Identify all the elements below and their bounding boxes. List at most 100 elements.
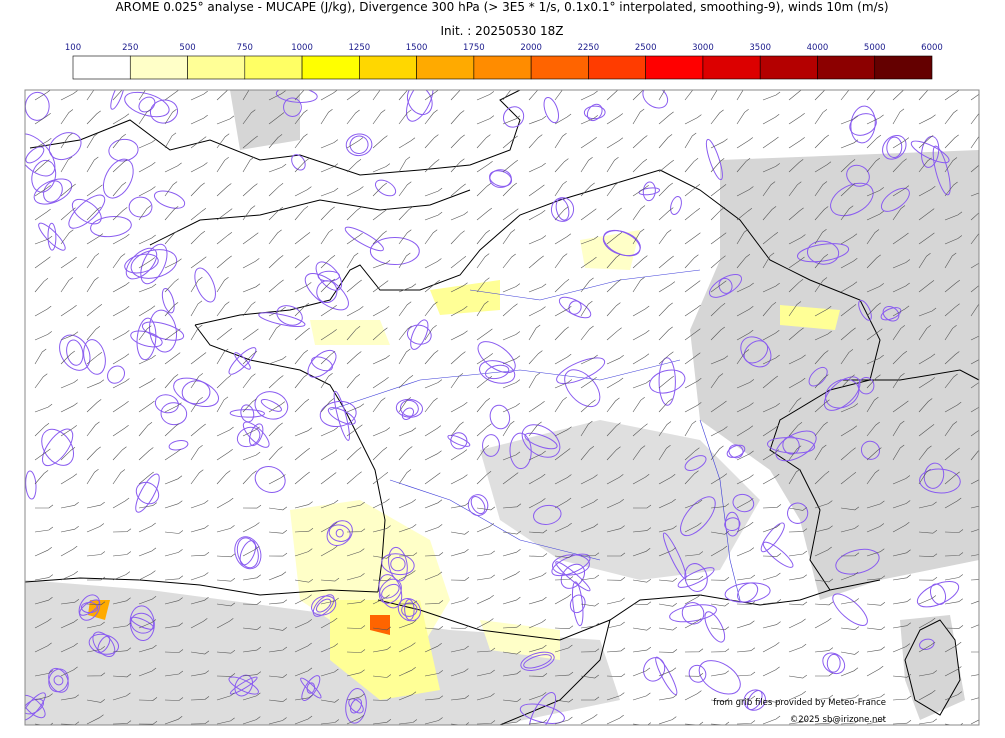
contour xyxy=(919,638,935,650)
wind-barb xyxy=(970,449,979,461)
wind-barb xyxy=(60,571,78,581)
wind-barb xyxy=(554,353,572,365)
wind-barb xyxy=(294,232,311,245)
wind-barb xyxy=(34,504,54,509)
wind-barb xyxy=(502,135,518,149)
wind-barb xyxy=(502,548,521,557)
wind-barb xyxy=(684,447,700,461)
wind-barb xyxy=(138,619,157,629)
wind-barb xyxy=(476,300,489,317)
wind-barb xyxy=(502,283,521,293)
colorbar-label: 5000 xyxy=(864,43,886,53)
wind-barb xyxy=(476,506,496,511)
wind-barb xyxy=(632,473,650,485)
wind-barb xyxy=(138,377,156,389)
wind-barb xyxy=(190,114,208,125)
wind-barb xyxy=(450,256,467,269)
contour xyxy=(349,135,369,155)
wind-barb xyxy=(788,256,805,269)
wind-barb xyxy=(736,521,754,533)
wind-barb xyxy=(450,668,469,677)
wind-barb xyxy=(944,401,962,413)
wind-barb xyxy=(606,446,621,461)
contour xyxy=(102,158,134,199)
contour xyxy=(124,91,170,118)
wind-barb xyxy=(268,717,287,725)
rivers xyxy=(329,269,741,601)
wind-barb xyxy=(658,525,677,533)
contour xyxy=(467,494,489,516)
wind-barb xyxy=(866,396,879,413)
wind-barb xyxy=(60,109,74,125)
contour xyxy=(670,196,682,216)
wind-barb xyxy=(970,382,979,389)
wind-barb xyxy=(86,621,105,629)
wind-barb xyxy=(424,379,443,389)
wind-barb xyxy=(788,137,805,149)
wind-barb xyxy=(34,596,53,605)
colorbar-swatch xyxy=(645,55,704,80)
wind-barb xyxy=(60,229,74,245)
wind-barb xyxy=(346,403,365,413)
contour xyxy=(344,226,384,252)
wind-barb xyxy=(294,327,310,341)
wind-barb xyxy=(970,505,979,509)
wind-barb xyxy=(580,648,600,653)
wind-barb xyxy=(762,666,780,677)
contour xyxy=(555,198,570,221)
wind-barb xyxy=(86,468,99,485)
contour xyxy=(523,654,552,669)
wind-barb xyxy=(814,374,829,389)
contour xyxy=(849,113,877,136)
wind-barb xyxy=(840,205,854,221)
wind-barb xyxy=(86,303,103,317)
contour xyxy=(846,164,870,187)
wind-barb xyxy=(736,137,753,149)
wind-barb xyxy=(60,642,78,653)
wind-barb xyxy=(658,375,674,389)
contour xyxy=(737,582,759,603)
wind-barb xyxy=(164,449,181,461)
wind-barb xyxy=(580,420,593,437)
wind-barb xyxy=(684,328,701,341)
wind-barb xyxy=(372,163,391,173)
wind-barb xyxy=(736,547,755,557)
wind-barb xyxy=(216,157,229,173)
wind-barb xyxy=(944,447,960,461)
contour xyxy=(860,440,881,460)
wind-barb xyxy=(502,670,521,677)
wind-barb xyxy=(736,207,753,221)
wind-barb xyxy=(86,132,99,149)
wind-barb xyxy=(528,324,541,341)
wind-barb xyxy=(684,352,701,365)
wind-barb xyxy=(944,211,963,221)
wind-barb xyxy=(34,693,53,701)
wind-barb xyxy=(242,90,250,101)
colorbar-label: 250 xyxy=(122,43,138,53)
wind-barb xyxy=(112,551,132,557)
wind-barb xyxy=(736,349,750,365)
wind-barb xyxy=(242,135,258,149)
wind-barb xyxy=(242,574,261,581)
wind-barb xyxy=(788,354,806,365)
contour xyxy=(306,682,316,694)
wind-barb xyxy=(216,396,229,413)
contour xyxy=(929,583,947,605)
wind-barb xyxy=(320,187,339,197)
wind-barb xyxy=(476,471,492,485)
wind-barb xyxy=(190,182,205,197)
wind-barb xyxy=(606,422,621,437)
wind-barb xyxy=(788,377,806,389)
wind-barb xyxy=(814,421,828,437)
wind-barb xyxy=(554,698,574,703)
wind-barb xyxy=(164,597,183,605)
wind-barb xyxy=(34,422,50,437)
wind-barb xyxy=(840,626,860,630)
contour xyxy=(59,334,91,371)
wind-barb xyxy=(372,182,387,197)
wind-barb xyxy=(606,113,623,125)
wind-barb xyxy=(918,595,937,605)
wind-barb xyxy=(86,714,104,725)
wind-barb xyxy=(684,499,703,509)
wind-barb xyxy=(398,397,411,413)
